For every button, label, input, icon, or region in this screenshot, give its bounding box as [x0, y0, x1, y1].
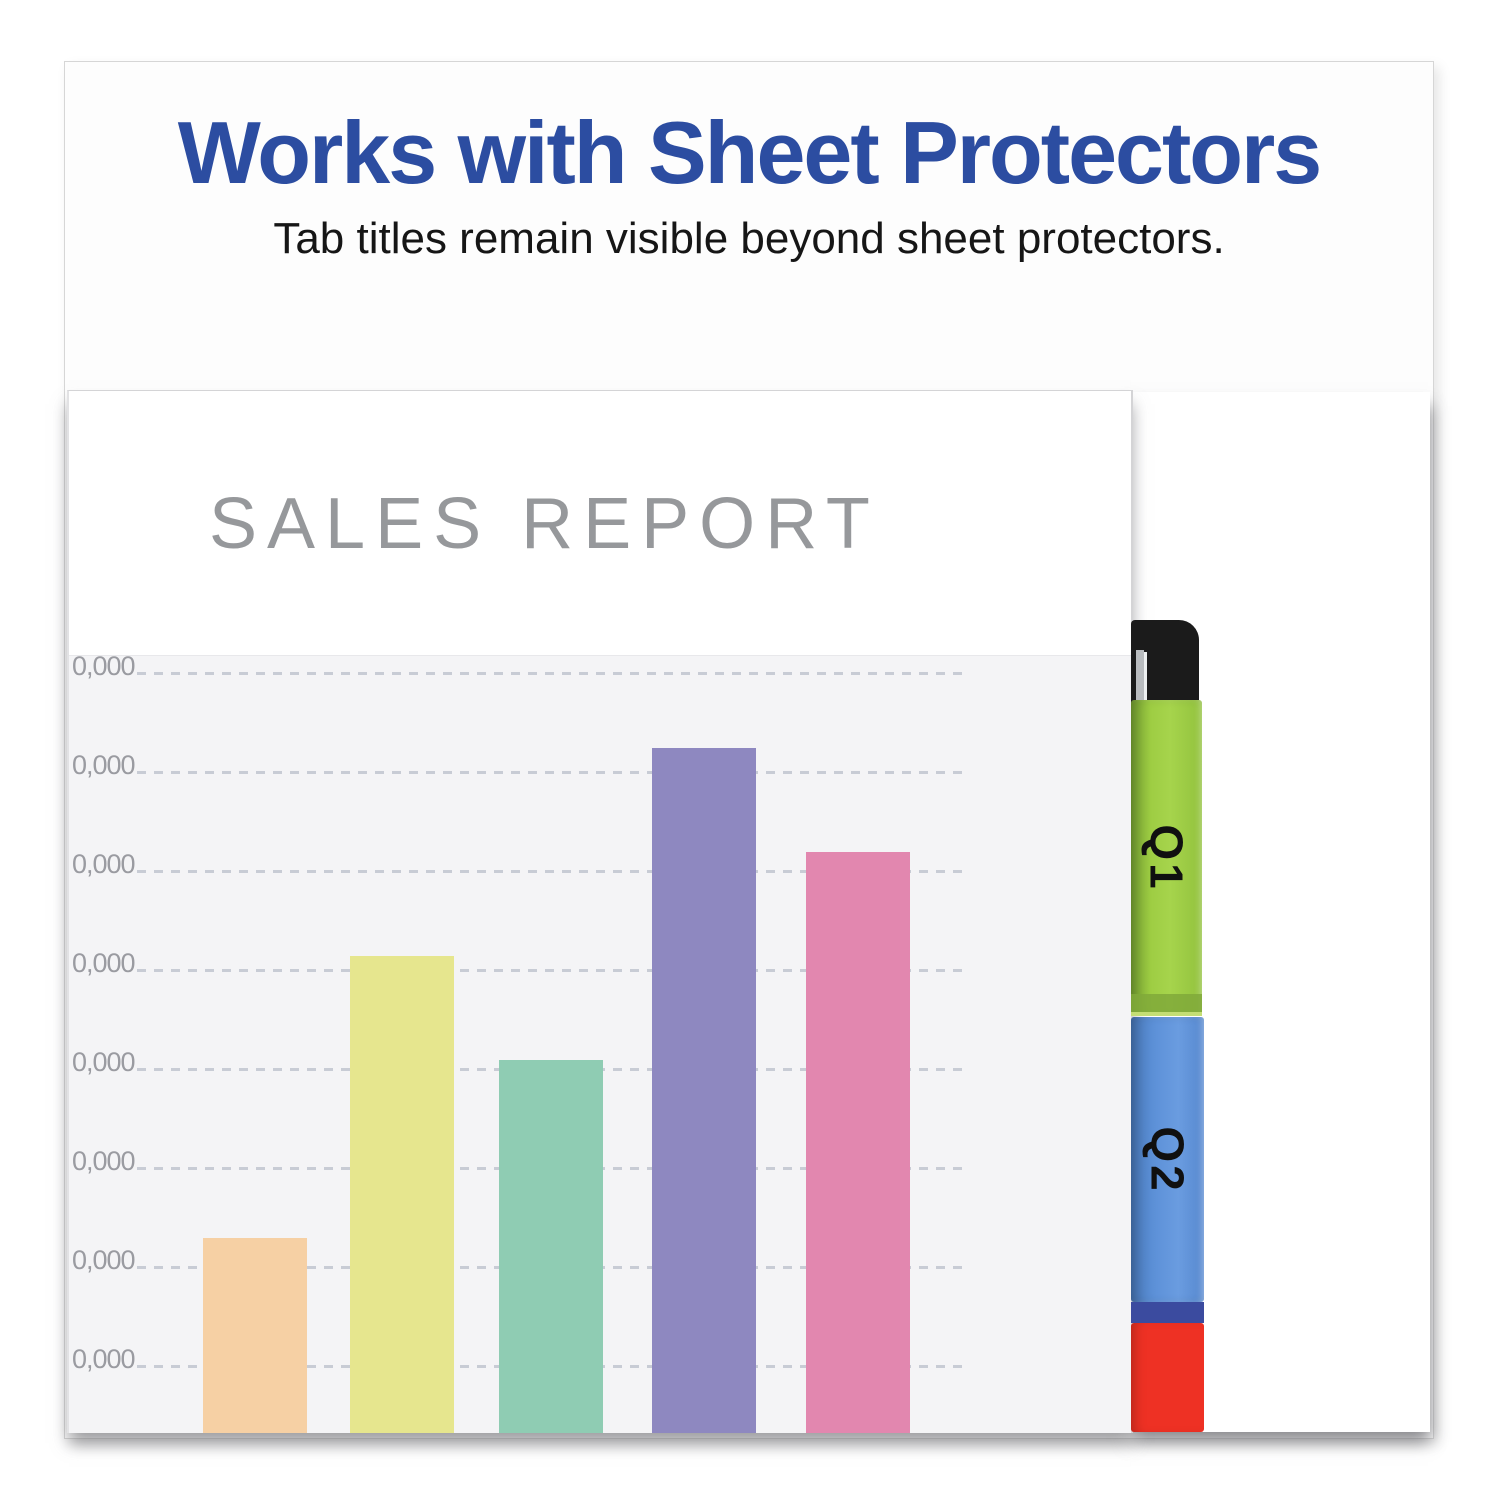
headline: Works with Sheet Protectors: [177, 103, 1322, 202]
y-tick-label: 0,000: [72, 1245, 136, 1275]
chart-bar: [499, 1060, 603, 1433]
binder-corner-highlight: [1144, 652, 1147, 706]
tab-q2-label: Q2: [1141, 1125, 1194, 1194]
tab-q2-fold-band: [1131, 1302, 1204, 1323]
chart-bar: [806, 852, 910, 1433]
subheadline: Tab titles remain visible beyond sheet p…: [273, 214, 1225, 263]
report-page-header: SALES REPORT: [69, 391, 1131, 655]
tab-q2: Q2: [1131, 1017, 1204, 1302]
sales-bar-chart: 0,000 0,000 0,000 0,000 0,000 0,000 0,000 0,000: [69, 655, 1131, 1433]
report-page: SALES REPORT 0,000 0,000 0,000 0,000 0,000 0,…: [67, 390, 1133, 1433]
chart-gridline: [137, 969, 967, 972]
binder-corner-page-edge: [1136, 650, 1144, 708]
chart-gridline: [137, 672, 967, 675]
chart-bar: [652, 748, 756, 1433]
y-tick-label: 0,000: [72, 1047, 136, 1077]
y-tick-label: 0,000: [72, 655, 136, 681]
marketing-card: Works with Sheet Protectors Tab titles r…: [64, 61, 1434, 1439]
y-tick-label: 0,000: [72, 1344, 136, 1374]
chart-bar: [350, 956, 454, 1433]
tab-q1: Q1: [1131, 700, 1202, 1016]
y-tick-label: 0,000: [72, 1146, 136, 1176]
y-tick-label: 0,000: [72, 849, 136, 879]
tab-q1-label: Q1: [1140, 824, 1193, 892]
tab-q1-fold-lip: [1131, 1012, 1202, 1016]
y-tick-label: 0,000: [72, 750, 136, 780]
tab-q1-fold-band: [1131, 994, 1202, 1012]
y-tick-label: 0,000: [72, 948, 136, 978]
chart-gridline: [137, 870, 967, 873]
page-title: SALES REPORT: [209, 484, 880, 564]
chart-gridline: [137, 771, 967, 774]
chart-bar: [203, 1238, 307, 1433]
tab-red: [1131, 1323, 1204, 1432]
